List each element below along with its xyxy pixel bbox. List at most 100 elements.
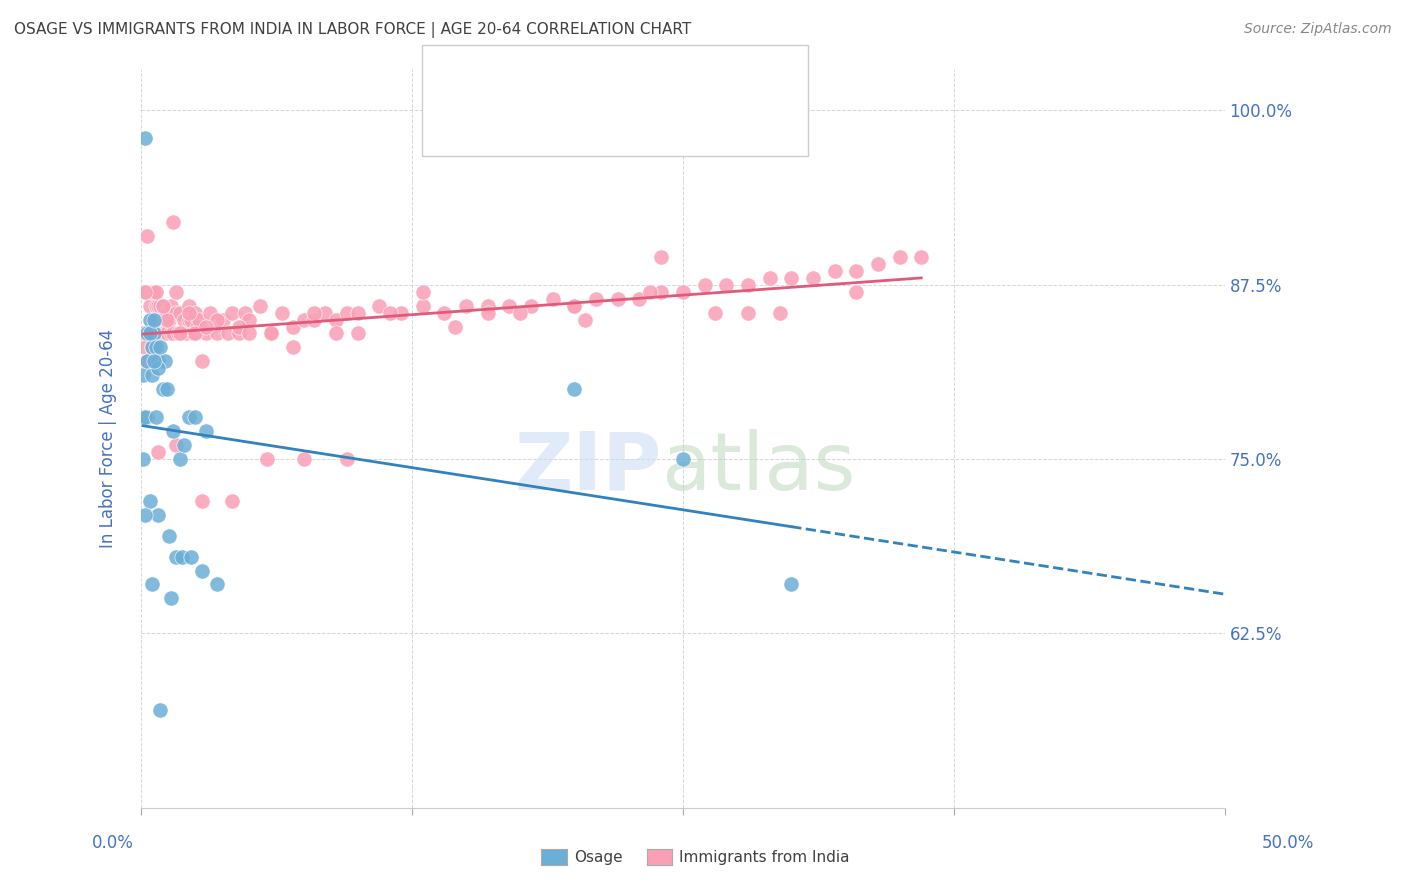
Point (188, 312, 211, 326)
Point (136, 326, 159, 341)
Point (148, 361, 170, 376)
Point (181, 326, 204, 341)
Point (184, 305, 207, 319)
Point (889, 250, 911, 264)
Point (412, 285, 434, 299)
Point (292, 312, 315, 326)
Point (346, 305, 368, 319)
Point (433, 305, 456, 319)
Point (205, 312, 228, 326)
Point (165, 305, 187, 319)
Point (134, 131, 156, 145)
Point (148, 299, 170, 313)
Point (148, 445, 170, 459)
Point (606, 292, 628, 306)
Point (190, 564, 212, 578)
Point (205, 326, 228, 341)
Point (520, 299, 543, 313)
Point (256, 452, 278, 467)
Point (145, 340, 167, 354)
Point (143, 326, 166, 341)
Point (238, 312, 260, 326)
Point (672, 452, 695, 467)
Text: Osage: Osage (574, 850, 623, 864)
Text: atlas: atlas (661, 429, 855, 507)
Point (228, 319, 250, 334)
Point (138, 299, 160, 313)
Text: 50.0%: 50.0% (1263, 834, 1315, 852)
Point (141, 577, 163, 591)
Point (640, 285, 662, 299)
Point (141, 312, 163, 326)
Point (149, 299, 172, 313)
Point (132, 452, 155, 467)
Point (205, 577, 228, 591)
Point (541, 292, 564, 306)
Point (143, 285, 166, 299)
Point (233, 305, 256, 319)
Point (166, 326, 188, 341)
Point (628, 292, 651, 306)
Point (585, 292, 607, 306)
Point (217, 326, 239, 341)
Point (389, 305, 412, 319)
Point (149, 340, 172, 354)
Point (238, 326, 260, 341)
Point (138, 326, 160, 341)
Point (212, 312, 235, 326)
Point (157, 312, 180, 326)
Point (162, 326, 184, 341)
Point (292, 452, 315, 467)
Point (845, 264, 868, 278)
Point (145, 285, 167, 299)
Point (190, 354, 212, 368)
Point (134, 410, 156, 425)
Point (169, 452, 191, 467)
Point (195, 319, 218, 334)
Point (737, 305, 759, 319)
Point (368, 299, 391, 313)
Point (260, 326, 283, 341)
Point (456, 299, 478, 313)
Point (190, 493, 212, 508)
Point (165, 438, 187, 452)
Point (173, 312, 195, 326)
Point (564, 382, 586, 396)
Point (141, 340, 163, 354)
Point (910, 250, 932, 264)
Point (149, 326, 172, 341)
Point (143, 326, 166, 341)
Point (758, 270, 780, 285)
Point (704, 305, 727, 319)
Point (672, 285, 695, 299)
Point (156, 382, 179, 396)
Point (145, 299, 167, 313)
Point (498, 299, 520, 313)
Point (152, 326, 174, 341)
Point (336, 452, 359, 467)
Text: ZIP: ZIP (515, 429, 661, 507)
Point (444, 319, 467, 334)
Point (145, 326, 167, 341)
Point (162, 424, 184, 438)
Point (132, 368, 155, 383)
Point (574, 312, 596, 326)
Point (152, 299, 174, 313)
Point (650, 250, 672, 264)
Point (172, 549, 194, 564)
Point (148, 508, 170, 522)
Point (200, 305, 222, 319)
Point (169, 305, 191, 319)
Point (801, 270, 824, 285)
Point (156, 326, 179, 341)
Point (477, 299, 499, 313)
Point (138, 493, 160, 508)
Point (180, 312, 202, 326)
Point (714, 277, 737, 292)
Point (138, 326, 160, 341)
Point (195, 326, 218, 341)
Point (249, 299, 271, 313)
Point (162, 215, 184, 229)
Point (260, 326, 283, 341)
Point (564, 299, 586, 313)
